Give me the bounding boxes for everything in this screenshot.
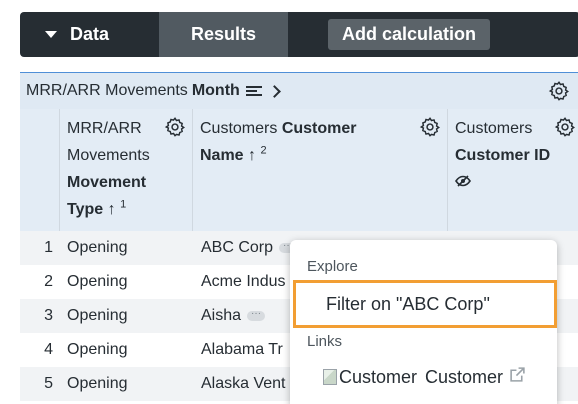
group-header-prefix: MRR/ARR Movements [26, 82, 188, 99]
tab-results-label: Results [190, 24, 257, 44]
row-index: 2 [44, 273, 53, 290]
row-index: 1 [44, 239, 53, 256]
gear-icon[interactable] [548, 80, 570, 102]
cell-customer-name[interactable]: Alabama Tr [201, 341, 283, 358]
cell-movement-type[interactable]: Opening [67, 239, 128, 256]
row-index: 5 [44, 375, 53, 392]
sort-order: 2 [260, 144, 267, 157]
caret-down-icon [45, 31, 57, 38]
add-calculation-label: Add calculation [342, 24, 477, 44]
column-header-bold: Customer ID [455, 147, 551, 164]
gear-icon[interactable] [554, 116, 576, 138]
filter-on-value-label: Filter on "ABC Corp" [326, 293, 490, 314]
group-header-bold: Month [191, 82, 240, 99]
customer-link-menu-item[interactable]: Customer Customer [323, 366, 526, 388]
tab-data-label: Data [70, 24, 110, 44]
column-header-normal: Customers [200, 120, 278, 137]
cell-movement-type[interactable]: Opening [67, 307, 128, 324]
column-header-movement-type[interactable]: MRR/ARR Movements Movement Type ↑ 1 [60, 109, 193, 231]
pivot-icon[interactable] [245, 85, 262, 97]
sort-ascending-icon: ↑ [248, 147, 257, 164]
cell-customer-name[interactable]: Acme Indus [201, 273, 286, 290]
group-header: MRR/ARR Movements Month [20, 73, 578, 109]
column-header-normal: Customers [455, 120, 533, 137]
column-header-customer-id[interactable]: Customers Customer ID [448, 109, 578, 231]
filter-on-value-menu-item[interactable]: Filter on "ABC Corp" [293, 280, 557, 328]
column-headers: MRR/ARR Movements Movement Type ↑ 1 Cust… [20, 109, 578, 231]
tab-data[interactable]: Data [20, 12, 159, 57]
index-column-header [20, 109, 60, 231]
cell-customer-name-text: ABC Corp [201, 239, 274, 256]
broken-image-alt: Customer [339, 366, 418, 387]
cell-customer-name-text: Aisha [201, 307, 242, 324]
add-calculation-button[interactable]: Add calculation [328, 19, 491, 50]
gear-icon[interactable] [419, 116, 441, 138]
cell-movement-type[interactable]: Opening [67, 273, 128, 290]
external-link-icon [509, 366, 526, 388]
cell-movement-type[interactable]: Opening [67, 341, 128, 358]
cell-movement-type[interactable]: Opening [67, 375, 128, 392]
column-header-normal: MRR/ARR Movements [67, 120, 150, 164]
gear-icon[interactable] [164, 116, 186, 138]
menu-section-links: Links [307, 333, 343, 350]
sort-ascending-icon: ↑ [107, 201, 116, 218]
cell-customer-name[interactable]: ABC Corp ··· [193, 239, 448, 257]
customer-link-label: Customer [425, 366, 504, 387]
column-header-customer-name[interactable]: Customers Customer Name ↑ 2 [193, 109, 448, 231]
chevron-right-icon[interactable] [267, 84, 281, 98]
broken-image-icon: Customer [323, 367, 417, 388]
column-header-bold: Customer Name [200, 120, 357, 164]
row-index: 3 [44, 307, 53, 324]
sort-order: 1 [120, 198, 127, 211]
menu-section-explore: Explore [307, 258, 358, 275]
toolbar: Data Results Add calculation [20, 12, 578, 57]
cell-customer-name[interactable]: Alaska Vent [201, 375, 286, 392]
row-index: 4 [44, 341, 53, 358]
column-header-bold: Movement Type [67, 174, 147, 218]
cell-customer-name[interactable]: Aisha ··· [193, 307, 448, 325]
tab-results[interactable]: Results [159, 12, 288, 57]
more-icon[interactable]: ··· [247, 308, 266, 321]
cell-context-menu: Explore Filter on "ABC Corp" Links Custo… [290, 240, 557, 404]
more-icon[interactable]: ··· [279, 240, 298, 253]
hidden-eye-icon [455, 174, 471, 191]
